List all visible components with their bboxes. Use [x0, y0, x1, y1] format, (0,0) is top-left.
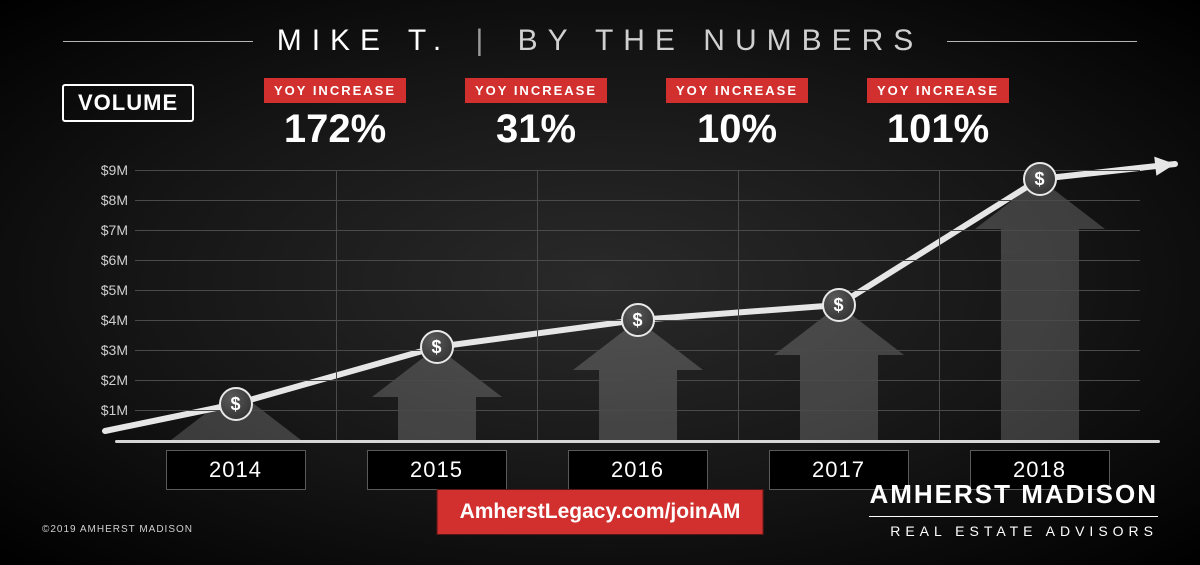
yoy-pct: 172%	[235, 107, 435, 152]
yoy-tag: YOY INCREASE	[666, 78, 808, 103]
gridline-h	[135, 170, 1140, 171]
volume-badge: VOLUME	[62, 84, 194, 122]
title-separator: |	[470, 24, 500, 57]
copyright: ©2019 AMHERST MADISON	[42, 524, 193, 535]
year-label: 2016	[568, 450, 708, 490]
gridline-h	[135, 290, 1140, 291]
dollar-marker-icon: $	[621, 303, 655, 337]
y-axis-label: $5M	[78, 282, 128, 298]
dollar-marker-icon: $	[1023, 162, 1057, 196]
page-title: MIKE T. | BY THE NUMBERS	[253, 24, 948, 58]
year-label: 2015	[367, 450, 507, 490]
yoy-tag: YOY INCREASE	[264, 78, 406, 103]
yoy-tag: YOY INCREASE	[465, 78, 607, 103]
yoy-callout-3: YOY INCREASE 101%	[838, 78, 1038, 152]
y-axis-label: $6M	[78, 252, 128, 268]
y-axis-label: $8M	[78, 192, 128, 208]
dollar-marker-icon: $	[420, 330, 454, 364]
gridline-h	[135, 410, 1140, 411]
y-axis-label: $3M	[78, 342, 128, 358]
title-rule-left	[63, 41, 253, 42]
dollar-marker-icon: $	[219, 387, 253, 421]
brand-rule	[869, 516, 1158, 517]
yoy-pct: 10%	[637, 107, 837, 152]
title-row: MIKE T. | BY THE NUMBERS	[0, 24, 1200, 58]
brand-name: AMHERST MADISON	[869, 479, 1158, 510]
gridline-v	[939, 170, 940, 440]
y-axis-label: $4M	[78, 312, 128, 328]
gridline-h	[135, 380, 1140, 381]
title-subtitle: BY THE NUMBERS	[518, 24, 924, 57]
gridline-h	[135, 230, 1140, 231]
y-axis-label: $1M	[78, 402, 128, 418]
dollar-marker-icon: $	[822, 288, 856, 322]
title-name: MIKE T.	[277, 24, 451, 57]
title-rule-right	[947, 41, 1137, 42]
yoy-callout-1: YOY INCREASE 31%	[436, 78, 636, 152]
gridline-h	[135, 350, 1140, 351]
y-axis-label: $9M	[78, 162, 128, 178]
gridline-h	[135, 200, 1140, 201]
brand-tagline: REAL ESTATE ADVISORS	[869, 523, 1158, 539]
yoy-callout-0: YOY INCREASE 172%	[235, 78, 435, 152]
gridline-h	[135, 260, 1140, 261]
x-axis-baseline	[115, 440, 1160, 443]
url-badge[interactable]: AmherstLegacy.com/joinAM	[437, 489, 764, 535]
yoy-tag: YOY INCREASE	[867, 78, 1009, 103]
yoy-callout-2: YOY INCREASE 10%	[637, 78, 837, 152]
year-label: 2014	[166, 450, 306, 490]
yoy-pct: 101%	[838, 107, 1038, 152]
gridline-v	[336, 170, 337, 440]
gridline-v	[537, 170, 538, 440]
yoy-pct: 31%	[436, 107, 636, 152]
gridline-v	[738, 170, 739, 440]
y-axis-label: $7M	[78, 222, 128, 238]
brand-lockup: AMHERST MADISON REAL ESTATE ADVISORS	[869, 479, 1158, 539]
volume-chart: $1M$2M$3M$4M$5M$6M$7M$8M$9M2014201520162…	[135, 170, 1140, 440]
y-axis-label: $2M	[78, 372, 128, 388]
